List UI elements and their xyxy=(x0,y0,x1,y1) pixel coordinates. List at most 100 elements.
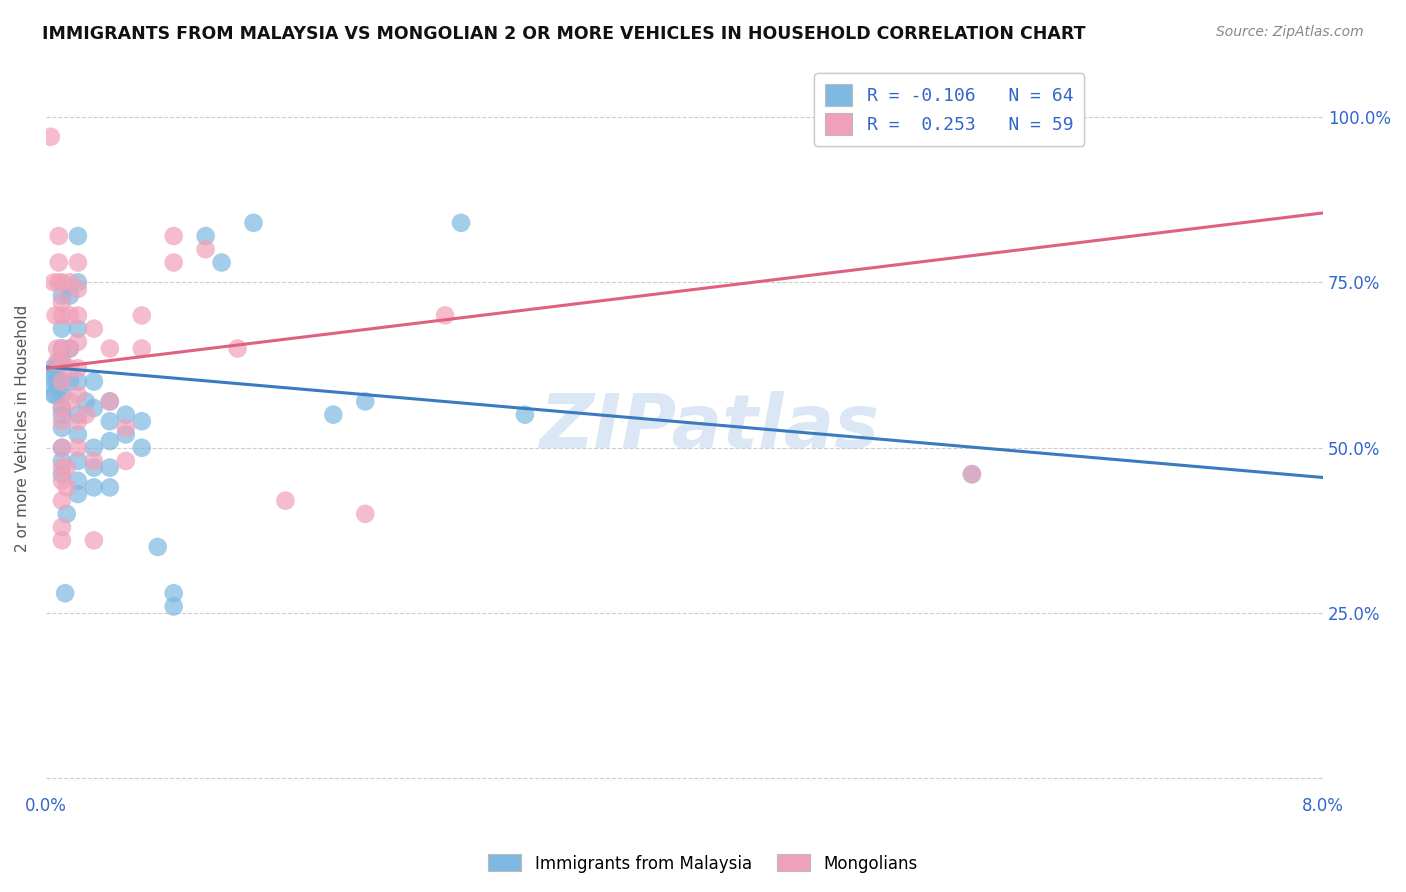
Point xyxy=(66,282,89,296)
Point xyxy=(51,375,73,389)
Point xyxy=(114,421,136,435)
Point xyxy=(59,375,82,389)
Point xyxy=(66,334,89,349)
Point xyxy=(66,487,89,501)
Point xyxy=(131,309,153,323)
Point xyxy=(51,276,73,290)
Point xyxy=(51,309,73,323)
Point xyxy=(51,295,73,310)
Point xyxy=(59,394,82,409)
Point xyxy=(66,361,89,376)
Point xyxy=(114,454,136,468)
Legend: Immigrants from Malaysia, Mongolians: Immigrants from Malaysia, Mongolians xyxy=(481,847,925,880)
Point xyxy=(46,342,69,356)
Point xyxy=(66,454,89,468)
Point xyxy=(960,467,983,482)
Point xyxy=(46,375,69,389)
Point xyxy=(66,427,89,442)
Point xyxy=(51,474,73,488)
Point xyxy=(48,355,70,369)
Point xyxy=(226,342,249,356)
Point xyxy=(51,401,73,415)
Point xyxy=(59,288,82,302)
Point xyxy=(163,586,186,600)
Point xyxy=(41,361,63,376)
Legend: R = -0.106   N = 64, R =  0.253   N = 59: R = -0.106 N = 64, R = 0.253 N = 59 xyxy=(814,73,1084,146)
Point xyxy=(51,408,73,422)
Point xyxy=(211,255,233,269)
Point xyxy=(242,216,264,230)
Point xyxy=(51,460,73,475)
Point xyxy=(322,408,344,422)
Point xyxy=(45,309,67,323)
Point xyxy=(51,401,73,415)
Point xyxy=(66,414,89,428)
Point xyxy=(83,321,105,335)
Point xyxy=(434,309,457,323)
Point xyxy=(66,276,89,290)
Point xyxy=(51,414,73,428)
Point xyxy=(450,216,472,230)
Point xyxy=(163,599,186,614)
Point xyxy=(53,586,76,600)
Text: Source: ZipAtlas.com: Source: ZipAtlas.com xyxy=(1216,25,1364,39)
Point xyxy=(83,533,105,548)
Point xyxy=(66,388,89,402)
Point xyxy=(46,355,69,369)
Point xyxy=(48,276,70,290)
Text: ZIPatlas: ZIPatlas xyxy=(540,392,880,465)
Point xyxy=(42,388,65,402)
Point xyxy=(59,342,82,356)
Point xyxy=(42,365,65,379)
Point xyxy=(354,394,377,409)
Point xyxy=(114,427,136,442)
Point xyxy=(39,377,62,392)
Point xyxy=(98,480,121,494)
Point xyxy=(66,408,89,422)
Point xyxy=(51,441,73,455)
Point xyxy=(51,355,73,369)
Point xyxy=(98,342,121,356)
Point xyxy=(131,414,153,428)
Point xyxy=(51,441,73,455)
Point xyxy=(98,460,121,475)
Point xyxy=(146,540,169,554)
Point xyxy=(48,229,70,244)
Point xyxy=(48,381,70,395)
Point xyxy=(42,276,65,290)
Point xyxy=(194,242,217,256)
Point xyxy=(51,375,73,389)
Point xyxy=(98,434,121,449)
Point xyxy=(59,309,82,323)
Point xyxy=(51,342,73,356)
Point xyxy=(45,375,67,389)
Point xyxy=(354,507,377,521)
Point xyxy=(98,394,121,409)
Point xyxy=(55,460,77,475)
Point xyxy=(45,388,67,402)
Point xyxy=(51,421,73,435)
Y-axis label: 2 or more Vehicles in Household: 2 or more Vehicles in Household xyxy=(15,304,30,551)
Point xyxy=(66,441,89,455)
Point xyxy=(51,342,73,356)
Point xyxy=(39,129,62,144)
Point xyxy=(66,321,89,335)
Point xyxy=(66,474,89,488)
Point xyxy=(75,394,97,409)
Point xyxy=(131,342,153,356)
Point xyxy=(83,401,105,415)
Point xyxy=(83,375,105,389)
Point xyxy=(163,229,186,244)
Point xyxy=(274,493,297,508)
Point xyxy=(51,388,73,402)
Point xyxy=(960,467,983,482)
Point xyxy=(83,480,105,494)
Point xyxy=(83,454,105,468)
Point xyxy=(83,441,105,455)
Point xyxy=(98,394,121,409)
Point xyxy=(513,408,536,422)
Point xyxy=(51,355,73,369)
Point xyxy=(131,441,153,455)
Point xyxy=(66,255,89,269)
Point xyxy=(51,533,73,548)
